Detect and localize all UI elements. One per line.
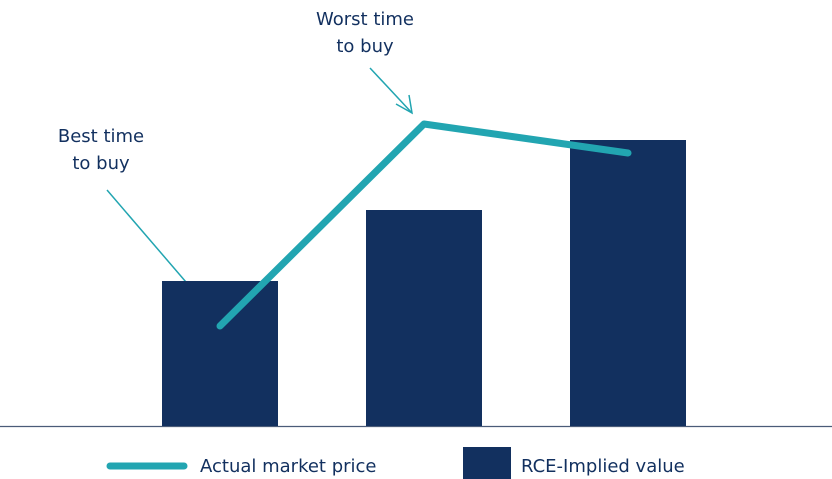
bar: [570, 140, 686, 426]
annotation: to buy: [336, 36, 394, 57]
legend-swatch: [463, 447, 511, 479]
annotation: to buy: [72, 153, 130, 174]
arrow-head: [395, 94, 413, 115]
price-line: [216, 120, 632, 330]
annotation: Worst time: [316, 9, 414, 30]
annotation: Best time: [58, 126, 144, 147]
bar: [162, 281, 278, 426]
bar: [366, 210, 482, 426]
legend-label: Actual market price: [200, 456, 377, 477]
annotation-arrow: [369, 67, 413, 114]
legend-label: RCE-Implied value: [521, 456, 685, 477]
